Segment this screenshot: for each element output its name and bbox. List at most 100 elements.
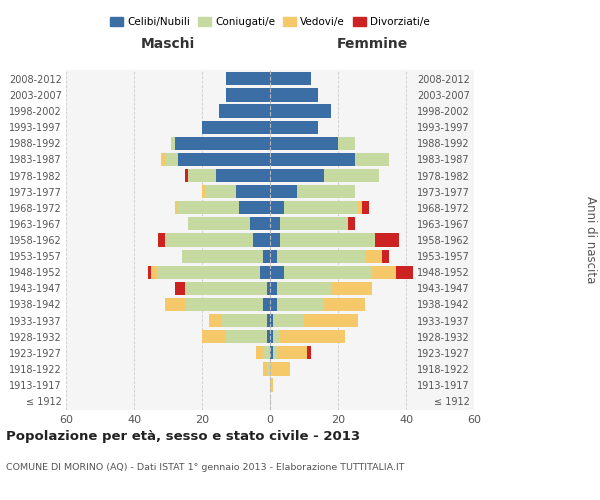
Bar (270, 362, 290, 376)
Bar (164, 234, 253, 246)
Bar (372, 266, 396, 279)
Text: Anni di nascita: Anni di nascita (584, 196, 597, 284)
Bar (185, 169, 188, 182)
Bar (325, 169, 379, 182)
Bar (270, 346, 274, 360)
Bar (277, 298, 325, 311)
Bar (188, 218, 250, 230)
Bar (280, 330, 345, 344)
Bar (270, 378, 274, 392)
Bar (274, 330, 280, 344)
Bar (158, 266, 260, 279)
Bar (325, 298, 365, 311)
Bar (178, 153, 270, 166)
Bar (348, 218, 355, 230)
Bar (270, 282, 277, 295)
Legend: Celibi/Nubili, Coniugati/e, Vedovi/e, Divorziati/e: Celibi/Nubili, Coniugati/e, Vedovi/e, Di… (107, 14, 433, 30)
Bar (270, 266, 284, 279)
Bar (175, 201, 178, 214)
Bar (172, 136, 175, 150)
Bar (396, 266, 413, 279)
Bar (226, 88, 270, 102)
Bar (164, 153, 178, 166)
Bar (178, 201, 239, 214)
Bar (284, 266, 372, 279)
Bar (270, 104, 331, 118)
Bar (182, 250, 263, 262)
Bar (307, 346, 311, 360)
Bar (175, 136, 270, 150)
Bar (158, 234, 164, 246)
Bar (175, 282, 185, 295)
Bar (331, 282, 372, 295)
Bar (284, 201, 358, 214)
Bar (355, 153, 389, 166)
Bar (297, 185, 355, 198)
Bar (270, 298, 277, 311)
Bar (266, 282, 270, 295)
Bar (151, 266, 158, 279)
Bar (148, 266, 151, 279)
Bar (263, 298, 270, 311)
Bar (280, 218, 348, 230)
Bar (263, 346, 270, 360)
Bar (362, 201, 368, 214)
Bar (274, 314, 304, 327)
Bar (270, 218, 280, 230)
Bar (277, 346, 307, 360)
Bar (219, 104, 270, 118)
Bar (266, 362, 270, 376)
Bar (202, 185, 205, 198)
Bar (161, 153, 164, 166)
Bar (202, 120, 270, 134)
Bar (280, 234, 376, 246)
Bar (239, 201, 270, 214)
Bar (209, 314, 223, 327)
Bar (185, 298, 263, 311)
Y-axis label: Fasce di età: Fasce di età (0, 205, 4, 275)
Bar (205, 185, 236, 198)
Bar (270, 314, 274, 327)
Bar (277, 250, 365, 262)
Text: Femmine: Femmine (337, 38, 407, 52)
Text: COMUNE DI MORINO (AQ) - Dati ISTAT 1° gennaio 2013 - Elaborazione TUTTITALIA.IT: COMUNE DI MORINO (AQ) - Dati ISTAT 1° ge… (6, 462, 404, 471)
Bar (277, 282, 331, 295)
Bar (376, 234, 399, 246)
Bar (226, 72, 270, 86)
Bar (338, 136, 355, 150)
Bar (266, 330, 270, 344)
Bar (256, 346, 263, 360)
Bar (270, 120, 317, 134)
Bar (223, 314, 266, 327)
Bar (185, 282, 266, 295)
Bar (270, 88, 317, 102)
Bar (202, 330, 226, 344)
Bar (270, 136, 338, 150)
Bar (250, 218, 270, 230)
Bar (164, 298, 185, 311)
Bar (270, 201, 284, 214)
Text: Popolazione per età, sesso e stato civile - 2013: Popolazione per età, sesso e stato civil… (6, 430, 360, 443)
Bar (382, 250, 389, 262)
Bar (253, 234, 270, 246)
Bar (270, 250, 277, 262)
Bar (215, 169, 270, 182)
Bar (260, 266, 270, 279)
Bar (266, 314, 270, 327)
Bar (274, 346, 277, 360)
Bar (270, 169, 325, 182)
Bar (188, 169, 215, 182)
Bar (226, 330, 266, 344)
Bar (270, 72, 311, 86)
Bar (263, 362, 266, 376)
Bar (236, 185, 270, 198)
Bar (270, 153, 355, 166)
Bar (270, 234, 280, 246)
Bar (270, 330, 274, 344)
Text: Maschi: Maschi (141, 38, 195, 52)
Bar (263, 250, 270, 262)
Bar (365, 250, 382, 262)
Bar (358, 201, 362, 214)
Bar (270, 185, 297, 198)
Bar (304, 314, 358, 327)
